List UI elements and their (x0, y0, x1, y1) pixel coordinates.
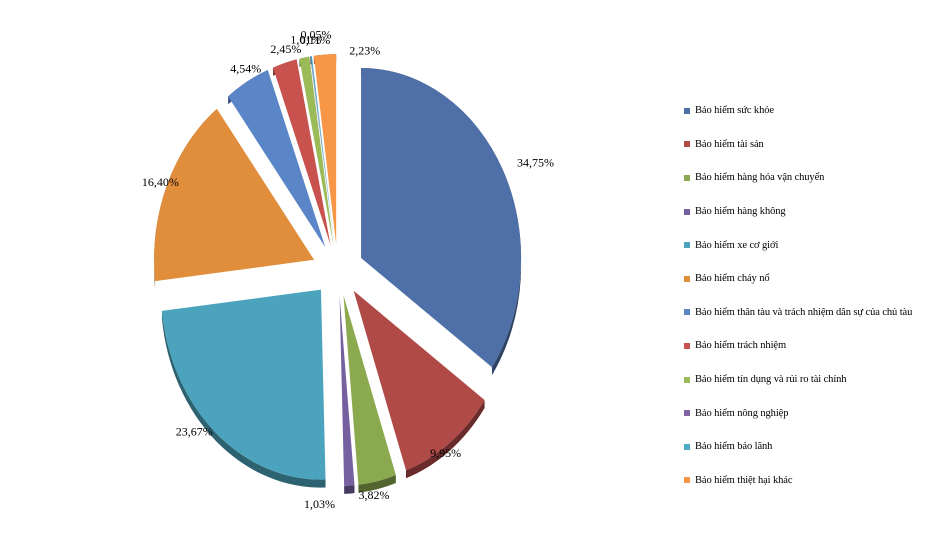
data-label: 9,95% (430, 446, 461, 460)
legend-swatch (684, 309, 690, 316)
legend-label: Bảo hiểm hàng không (695, 206, 786, 218)
legend-label: Bảo hiểm trách nhiệm (695, 340, 787, 352)
legend-item: Bảo hiểm cháy nổ (684, 262, 930, 296)
legend-swatch (684, 443, 690, 450)
legend-item: Bảo hiểm tín dụng và rủi ro tài chính (684, 363, 930, 397)
legend-item: Bảo hiểm trách nhiệm (684, 329, 930, 363)
pie-slice (228, 69, 326, 248)
pie-slice (299, 56, 334, 245)
pie-slice (154, 108, 315, 290)
legend-item: Bảo hiểm hàng không (684, 195, 930, 229)
legend-label: Bảo hiểm tài sản (695, 138, 764, 150)
pie-slice-face (228, 69, 326, 248)
legend-label: Bảo hiểm thiệt hại khác (695, 474, 793, 486)
pie-slice-face (161, 289, 326, 480)
legend-label: Bảo hiểm bảo lãnh (695, 441, 773, 453)
pie-slice-face (299, 56, 334, 245)
pie-slice (343, 295, 396, 493)
legend-label: Bảo hiểm xe cơ giới (695, 239, 779, 251)
pie-slice (361, 68, 522, 376)
legend-label: Bảo hiểm sức khỏe (695, 105, 774, 117)
pie-slice-side (405, 399, 485, 479)
legend-item: Bảo hiểm thiệt hại khác (684, 464, 930, 498)
pie-slice-face (343, 295, 396, 485)
pie-slice-face (361, 68, 522, 368)
pie-slice (310, 56, 335, 245)
legend-item: Bảo hiểm bảo lãnh (684, 430, 930, 464)
legend-swatch (684, 242, 690, 249)
legend-label: Bảo hiểm hàng hóa vận chuyển (695, 172, 825, 184)
legend-swatch (684, 107, 690, 114)
legend-item: Bảo hiểm thân tàu và trách nhiệm dân sự … (684, 296, 930, 330)
pie-slice (161, 289, 326, 488)
data-label: 23,67% (176, 424, 213, 438)
pie-slice (273, 59, 331, 246)
legend-label: Bảo hiểm thân tàu và trách nhiệm dân sự … (695, 306, 913, 318)
data-label: 0,11% (300, 33, 331, 47)
legend-label: Bảo hiểm tín dụng và rủi ro tài chính (695, 374, 847, 386)
pie-slice-face (273, 59, 331, 246)
pie-slices (154, 54, 522, 494)
pie-slice-side (361, 68, 522, 376)
legend-label: Bảo hiểm nông nghiệp (695, 407, 789, 419)
pie-slice (339, 295, 355, 494)
legend-item: Bảo hiểm xe cơ giới (684, 228, 930, 262)
legend-swatch (684, 141, 690, 148)
pie-slice-side (344, 485, 355, 494)
data-label: 2,45% (270, 42, 301, 56)
pie-data-labels: 34,75% 9,95% 3,82% 1,03% 23,67% 16,40% 4,54% 2,… (142, 27, 554, 511)
legend-item: Bảo hiểm hàng hóa vận chuyển (684, 161, 930, 195)
legend-swatch (684, 477, 690, 484)
pie-slice-face (310, 56, 335, 245)
pie-slice-side (358, 474, 396, 493)
data-label: 0,05% (301, 27, 332, 41)
pie-slice (310, 56, 335, 245)
legend-swatch (684, 342, 690, 349)
legend: Bảo hiểm sức khỏe Bảo hiểm tài sản Bảo hiể… (684, 94, 930, 497)
pie-slice (353, 290, 485, 479)
legend-swatch (684, 376, 690, 383)
data-label: 3,82% (358, 488, 389, 502)
legend-swatch (684, 410, 690, 417)
data-label: 16,40% (142, 175, 179, 189)
legend-swatch (684, 208, 690, 215)
data-label: 34,75% (517, 156, 554, 170)
data-label: 2,23% (349, 43, 380, 57)
pie-slice-face (339, 295, 355, 486)
legend-item: Bảo hiểm nông nghiệp (684, 396, 930, 430)
data-label: 1,01% (290, 32, 321, 46)
legend-label: Bảo hiểm cháy nổ (695, 273, 770, 285)
pie-slice (313, 54, 337, 245)
pie-slice-face (353, 290, 485, 471)
data-label: 4,54% (230, 61, 261, 75)
pie-slice-face (313, 54, 337, 245)
pie-slice-face (310, 56, 335, 245)
legend-swatch (684, 275, 690, 282)
legend-item: Bảo hiểm sức khỏe (684, 94, 930, 128)
data-label: 1,03% (304, 497, 335, 511)
pie-slice-face (154, 108, 315, 282)
legend-swatch (684, 174, 690, 181)
legend-item: Bảo hiểm tài sản (684, 128, 930, 162)
